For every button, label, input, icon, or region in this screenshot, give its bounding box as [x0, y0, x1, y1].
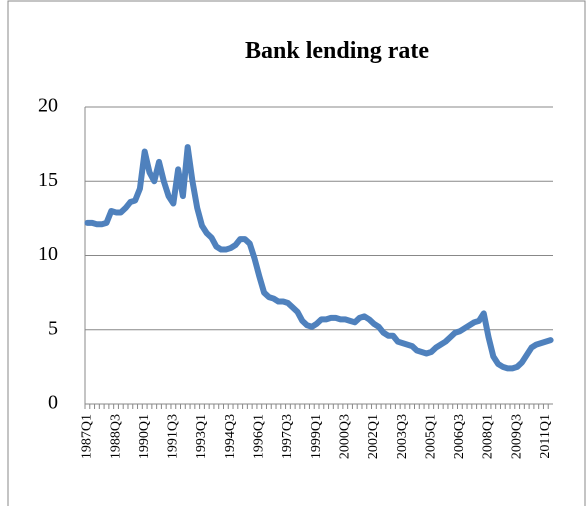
x-tick-label: 1988Q3	[108, 414, 123, 459]
x-tick-label: 2009Q3	[509, 414, 524, 459]
y-tick-label: 5	[48, 317, 58, 339]
y-tick-label: 15	[38, 169, 58, 191]
data-line	[84, 144, 554, 372]
y-tick-label: 20	[38, 95, 58, 117]
y-tick-label: 10	[38, 243, 58, 265]
x-tick-label: 1993Q1	[194, 414, 209, 459]
x-tick-label: 2005Q1	[423, 414, 438, 459]
x-tick-label: 2011Q1	[538, 414, 553, 459]
x-tick-label: 2003Q3	[395, 414, 410, 459]
x-tick-label: 2000Q3	[337, 414, 352, 459]
x-tick-label: 1999Q1	[309, 414, 324, 459]
x-tick-label: 1996Q1	[252, 414, 267, 459]
x-tick-label: 1994Q3	[223, 414, 238, 459]
x-tick-label: 1987Q1	[80, 414, 95, 459]
x-tick-label: 1991Q3	[166, 414, 181, 459]
chart-title: Bank lending rate	[245, 38, 429, 64]
y-tick-label: 0	[48, 392, 58, 414]
chart-border	[7, 0, 586, 506]
x-tick-label: 2008Q1	[481, 414, 496, 459]
x-tick-label: 1997Q3	[280, 414, 295, 459]
x-tick-label: 1990Q1	[137, 414, 152, 459]
x-tick-label: 2006Q3	[452, 414, 467, 459]
x-tick-label: 2002Q1	[366, 414, 381, 459]
